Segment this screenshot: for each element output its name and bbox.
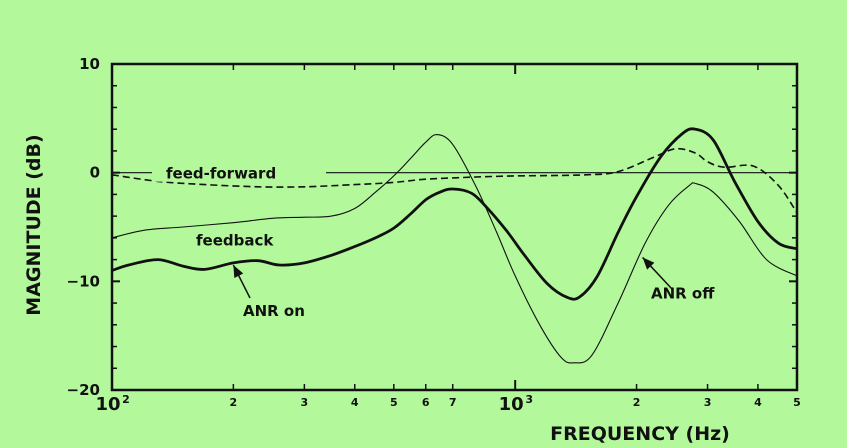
y-tick-label: 0	[90, 164, 100, 182]
anr-off-arrow-head	[642, 257, 655, 270]
y-tick-label: −20	[67, 381, 100, 399]
x-tick-label: 6	[422, 396, 430, 409]
x-tick-label: 4	[351, 396, 359, 409]
feed-forward-label-bg	[152, 161, 326, 182]
y-tick-label: 10	[79, 55, 100, 73]
series-feed-forward-line	[111, 147, 798, 214]
series-anr-on-line	[111, 127, 798, 301]
x-tick-label: 4	[754, 396, 762, 409]
annotations: feed-forward feedback ANR on ANR off	[152, 161, 715, 320]
y-axis-label: MAGNITUDE (dB)	[23, 134, 45, 315]
x-tick-label: 10	[95, 394, 120, 415]
x-axis-label: FREQUENCY (Hz)	[550, 423, 730, 445]
x-tick-exponent: 3	[525, 393, 533, 406]
x-tick-label: 5	[390, 396, 398, 409]
x-tick-label: 7	[449, 396, 457, 409]
x-tick-label: 3	[301, 396, 309, 409]
y-tick-label: −10	[67, 272, 100, 290]
anr-on-arrow-head	[233, 265, 244, 278]
x-tick-label: 5	[793, 396, 801, 409]
plot-frame	[110, 62, 799, 392]
x-tick-label: 2	[633, 396, 641, 409]
x-tick-label: 3	[704, 396, 712, 409]
feed-forward-label: feed-forward	[166, 165, 276, 183]
series-lines	[111, 127, 798, 364]
anr-on-label: ANR on	[243, 302, 305, 320]
series-feedback-line	[111, 134, 798, 364]
x-tick-exponent: 2	[122, 393, 130, 406]
feedback-label: feedback	[196, 231, 274, 249]
plot-area	[110, 62, 799, 392]
x-tick-label: 10	[499, 394, 524, 415]
anr-off-label: ANR off	[651, 284, 715, 302]
x-tick-label: 2	[230, 396, 238, 409]
